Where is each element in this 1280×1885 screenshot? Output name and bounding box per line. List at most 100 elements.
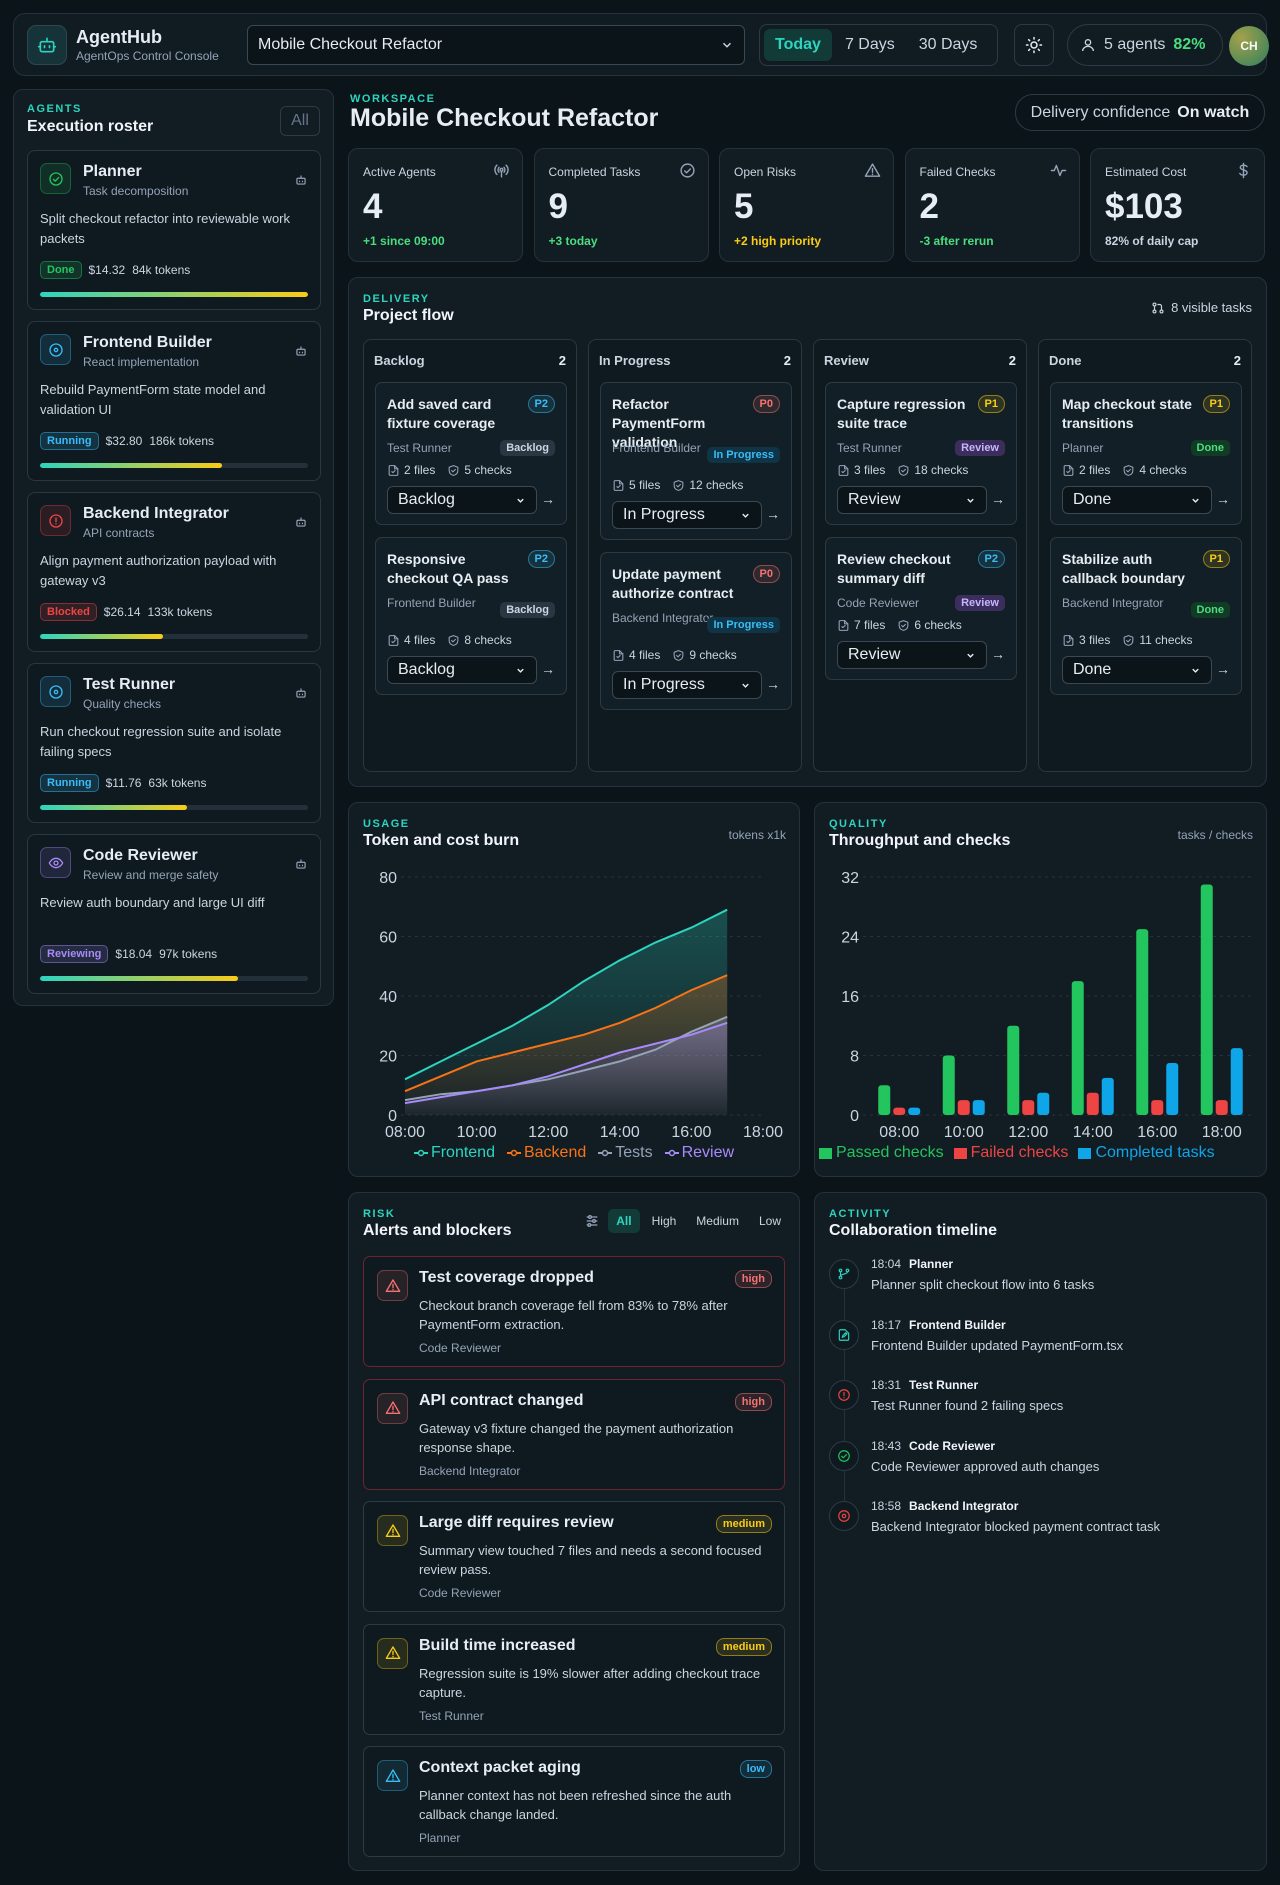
task-status-select[interactable]: Review — [837, 641, 987, 669]
event-text: Test Runner found 2 failing specs — [871, 1398, 1064, 1413]
arrow-right-icon[interactable]: → — [541, 661, 555, 677]
arrow-right-icon[interactable]: → — [766, 676, 780, 692]
agent-card[interactable]: Planner Task decomposition Split checkou… — [27, 150, 321, 310]
quality-eyebrow: QUALITY — [829, 818, 888, 830]
agent-description: Split checkout refactor into reviewable … — [40, 211, 291, 246]
task-status-select[interactable]: Review — [837, 486, 987, 514]
event-time: 18:58 — [871, 1499, 902, 1513]
task-card[interactable]: Stabilize auth callback boundary P1 Back… — [1050, 537, 1242, 695]
task-card[interactable]: Map checkout state transitions P1 Planne… — [1050, 382, 1242, 525]
timeline-event[interactable]: 18:43 Code Reviewer Code Reviewer approve… — [829, 1437, 1249, 1487]
x-tick-label: 12:00 — [1008, 1124, 1048, 1141]
task-card[interactable]: Capture regression suite trace P1 Test R… — [825, 382, 1017, 525]
risk-filter-low[interactable]: Low — [758, 1214, 781, 1228]
robot-icon[interactable] — [294, 344, 308, 358]
range-30-days[interactable]: 30 Days — [918, 36, 978, 53]
task-status-select[interactable]: In Progress — [612, 671, 762, 699]
activity-title: Collaboration timeline — [829, 1222, 998, 1239]
column-count: 2 — [783, 353, 791, 368]
agent-card[interactable]: Frontend Builder React implementation Re… — [27, 321, 321, 481]
task-card[interactable]: Add saved card fixture coverage P2 Test … — [375, 382, 567, 525]
legend-item[interactable]: Frontend — [413, 1144, 495, 1162]
file-icon — [613, 479, 624, 491]
legend-item[interactable]: Backend — [506, 1144, 586, 1162]
task-status-select-value: Backlog — [398, 491, 455, 508]
roster-filter-all[interactable]: All — [280, 106, 320, 136]
range-7-days[interactable]: 7 Days — [844, 36, 895, 53]
task-status-select[interactable]: In Progress — [612, 501, 762, 529]
shield-check-icon — [448, 634, 459, 646]
arrow-right-icon[interactable]: → — [541, 491, 555, 507]
risk-filter-medium[interactable]: Medium — [696, 1214, 739, 1228]
user-icon — [1082, 39, 1094, 52]
arrow-right-icon[interactable]: → — [1216, 661, 1230, 677]
legend-item[interactable]: Review — [664, 1144, 734, 1162]
kpi-value: 4 — [363, 187, 383, 226]
task-status-select[interactable]: Done — [1062, 656, 1212, 684]
theme-toggle-button[interactable] — [1014, 24, 1054, 66]
task-title: Review checkout summary diff — [837, 551, 951, 586]
task-files: 4 files — [629, 648, 661, 662]
arrow-right-icon[interactable]: → — [991, 646, 1005, 662]
legend-item[interactable]: Passed checks — [819, 1144, 944, 1162]
project-select[interactable]: Mobile Checkout Refactor — [247, 25, 745, 65]
legend-swatch — [953, 1147, 967, 1159]
alert-card[interactable]: Context packet aging low Planner context… — [363, 1746, 785, 1857]
agents-status-pill[interactable]: 5 agents 82% — [1067, 24, 1223, 66]
robot-icon[interactable] — [294, 515, 308, 529]
legend-item[interactable]: Tests — [598, 1144, 653, 1162]
timeline-event[interactable]: 18:58 Backend Integrator Backend Integrat… — [829, 1497, 1249, 1547]
status-badge: Review — [955, 595, 1005, 611]
event-icon-wrap — [829, 1380, 859, 1410]
task-card[interactable]: Responsive checkout QA pass P2 Frontend … — [375, 537, 567, 695]
legend-label: Completed tasks — [1095, 1144, 1215, 1161]
task-title: Capture regression suite trace — [837, 396, 966, 431]
avatar[interactable]: CH — [1229, 26, 1269, 66]
task-status-select[interactable]: Done — [1062, 486, 1212, 514]
chevron-down-icon — [742, 513, 749, 518]
quality-title: Throughput and checks — [829, 832, 1011, 849]
legend-item[interactable]: Completed tasks — [1078, 1144, 1215, 1162]
agent-card[interactable]: Code Reviewer Review and merge safety Re… — [27, 834, 321, 994]
status-badge: In Progress — [707, 617, 780, 633]
legend-item[interactable]: Failed checks — [953, 1144, 1068, 1162]
column-count: 2 — [558, 353, 566, 368]
task-card[interactable]: Update payment authorize contract P0 Bac… — [600, 552, 792, 710]
task-status-select[interactable]: Backlog — [387, 656, 537, 684]
sliders-icon[interactable] — [584, 1213, 600, 1229]
arrow-right-icon[interactable]: → — [991, 491, 1005, 507]
status-badge: Backlog — [500, 440, 555, 456]
agent-card[interactable]: Test Runner Quality checks Run checkout … — [27, 663, 321, 823]
shield-check-icon — [898, 464, 909, 476]
event-text: Frontend Builder updated PaymentForm.tsx — [871, 1337, 1124, 1353]
task-status-select[interactable]: Backlog — [387, 486, 537, 514]
alert-card[interactable]: API contract changed high Gateway v3 fix… — [363, 1378, 785, 1490]
arrow-right-icon[interactable]: → — [766, 506, 780, 522]
timeline-event[interactable]: 18:31 Test Runner Test Runner found 2 fai… — [829, 1376, 1249, 1426]
arrow-right-icon[interactable]: → — [1216, 491, 1230, 507]
flow-title: Project flow — [363, 307, 454, 324]
timeline-event[interactable]: 18:04 Planner Planner split checkout flow… — [829, 1255, 1249, 1305]
alert-card[interactable]: Test coverage dropped high Checkout bran… — [363, 1256, 785, 1367]
shield-check-icon — [448, 464, 459, 476]
robot-icon[interactable] — [294, 686, 308, 700]
severity-badge: low — [739, 1760, 772, 1778]
timeline-event[interactable]: 18:17 Frontend Builder Frontend Builder u… — [829, 1316, 1249, 1366]
task-card[interactable]: Refactor PaymentForm validation P0 Front… — [600, 382, 792, 540]
warning-triangle-icon — [385, 1401, 400, 1414]
y-tick-label: 16 — [841, 989, 859, 1006]
project-select-value: Mobile Checkout Refactor — [258, 36, 443, 53]
quality-unit: tasks / checks — [1177, 828, 1253, 842]
agent-card[interactable]: Backend Integrator API contracts Align p… — [27, 492, 321, 652]
alert-card[interactable]: Build time increased medium Regression s… — [363, 1623, 785, 1735]
risk-filter-high[interactable]: High — [651, 1214, 677, 1228]
kpi-card: Failed Checks 2 -3 after rerun — [904, 148, 1080, 262]
alert-card[interactable]: Large diff requires review medium Summar… — [363, 1501, 785, 1612]
task-card[interactable]: Review checkout summary diff P2 Code Rev… — [825, 537, 1017, 680]
risk-filter-all[interactable]: All — [608, 1209, 640, 1233]
range-today[interactable]: Today — [764, 29, 832, 61]
status-badge: Blocked — [40, 603, 97, 621]
robot-icon[interactable] — [294, 857, 308, 871]
robot-icon[interactable] — [294, 173, 308, 187]
event-text: Backend Integrator blocked payment contr… — [871, 1519, 1161, 1534]
